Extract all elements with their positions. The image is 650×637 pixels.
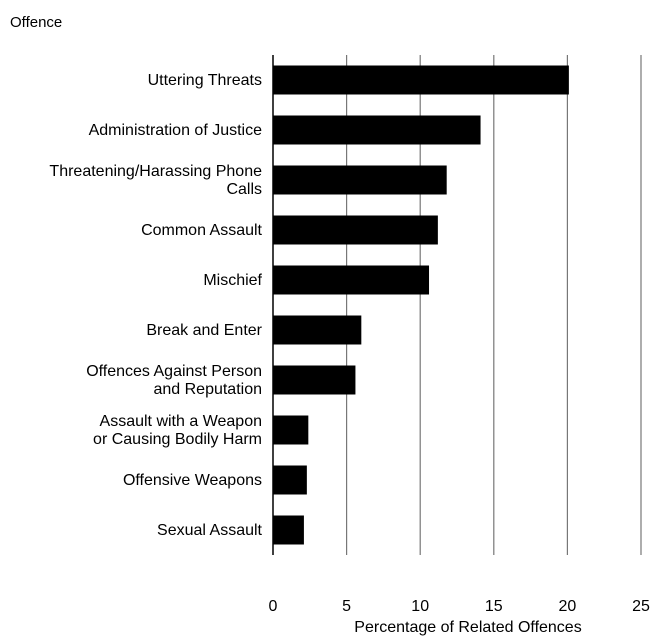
x-tick-label: 20 [559, 598, 577, 615]
category-label-line: Administration of Justice [89, 122, 263, 139]
category-label-line: Offensive Weapons [123, 472, 262, 489]
bar [273, 365, 356, 395]
x-axis-title: Percentage of Related Offences [354, 619, 581, 636]
category-label-line: Sexual Assault [157, 522, 263, 539]
category-label: Sexual Assault [157, 522, 263, 539]
x-tick-label: 15 [485, 598, 503, 615]
bar [273, 165, 447, 195]
category-label-line: Break and Enter [146, 322, 262, 339]
category-label: Mischief [203, 272, 262, 289]
x-tick-label: 10 [411, 598, 429, 615]
chart-title: Offence [10, 14, 62, 31]
category-label: Administration of Justice [89, 122, 263, 139]
bar [273, 465, 307, 495]
bar [273, 115, 481, 145]
category-label-line: Calls [226, 181, 262, 198]
x-tick-label: 0 [269, 598, 278, 615]
x-tick-label: 5 [342, 598, 351, 615]
category-label-line: Offences Against Person [86, 363, 262, 380]
category-label: Assault with a Weapon or Causing Bodily H… [93, 413, 262, 448]
category-label-line: Uttering Threats [148, 72, 262, 89]
category-label-line: Threatening/Harassing Phone [49, 163, 262, 180]
bar [273, 515, 304, 545]
category-label-line: Assault with a Weapon [100, 413, 262, 430]
bar [273, 265, 430, 295]
category-labels: Uttering Threats Administration of Justic… [49, 72, 262, 539]
category-label-line: or Causing Bodily Harm [93, 431, 262, 448]
category-label: Break and Enter [146, 322, 262, 339]
x-tick-labels: 0 5 10 15 20 25 [269, 598, 650, 615]
bar [273, 215, 438, 245]
category-label: Uttering Threats [148, 72, 262, 89]
bar [273, 65, 569, 95]
category-label: Threatening/Harassing Phone Calls [49, 163, 262, 198]
category-label-line: Common Assault [141, 222, 262, 239]
category-label-line: and Reputation [153, 381, 262, 398]
category-label: Offences Against Person and Reputation [86, 363, 262, 398]
x-tick-label: 25 [632, 598, 650, 615]
bar [273, 415, 309, 445]
bars [273, 65, 569, 545]
category-label: Offensive Weapons [123, 472, 262, 489]
category-label-line: Mischief [203, 272, 262, 289]
category-label: Common Assault [141, 222, 262, 239]
bar [273, 315, 362, 345]
